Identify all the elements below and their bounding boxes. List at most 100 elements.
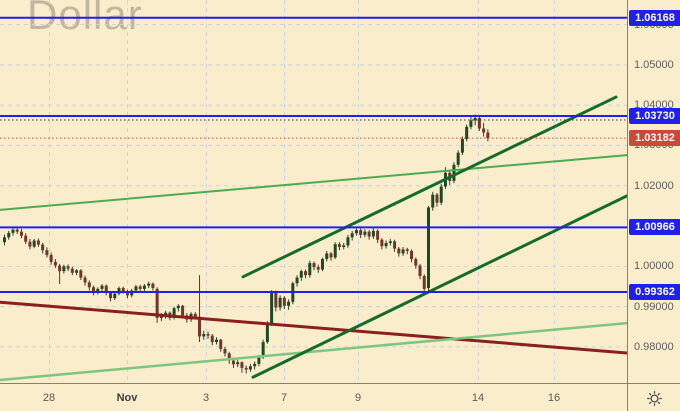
candle-up	[388, 241, 392, 243]
candle-down	[104, 285, 108, 293]
chart-canvas[interactable]	[0, 0, 627, 383]
axis-corner	[627, 383, 680, 411]
level-price-label: 1.06168	[629, 9, 680, 26]
candle-up	[401, 249, 405, 254]
candle-up	[278, 297, 282, 308]
candle-up	[308, 263, 312, 276]
candle-up	[253, 363, 257, 367]
candle-up	[117, 288, 121, 294]
candle-up	[32, 240, 36, 247]
candle-down	[274, 292, 278, 308]
candle-up	[164, 312, 168, 316]
candle-down	[231, 360, 235, 365]
price-tick-label: 0.98000	[634, 340, 674, 353]
settings-sun-icon[interactable]	[646, 390, 663, 407]
candle-down	[312, 263, 316, 268]
candle-down	[244, 367, 248, 370]
candle-down	[19, 231, 23, 236]
level-price-label: 1.00966	[629, 219, 680, 236]
time-tick-label: 14	[471, 392, 485, 404]
candle-up	[350, 233, 354, 238]
candle-down	[58, 265, 62, 272]
candle-up	[333, 244, 337, 258]
candle-up	[202, 334, 206, 337]
price-tick-label: 1.02000	[634, 179, 674, 192]
candle-down	[45, 250, 49, 256]
level-price-label: 0.99362	[629, 284, 680, 301]
candle-up	[215, 339, 218, 343]
candle-up	[3, 237, 6, 243]
trendline[interactable]	[0, 154, 627, 211]
time-tick-label: Nov	[116, 392, 138, 404]
candle-up	[113, 293, 117, 299]
price-tick-label: 1.05000	[634, 58, 674, 71]
candle-down	[393, 241, 397, 249]
candle-up	[261, 342, 265, 357]
candle-up	[7, 232, 11, 238]
candle-up	[75, 270, 79, 273]
candle-down	[92, 287, 96, 293]
candle-down	[482, 128, 486, 133]
time-axis[interactable]: 28 Nov 3 7 9 14 16	[0, 383, 627, 411]
candle-down	[435, 194, 439, 203]
candle-down	[66, 266, 70, 269]
trendline[interactable]	[0, 300, 627, 355]
candle-down	[219, 339, 223, 349]
candle-down	[304, 271, 308, 276]
candle-up	[287, 301, 291, 306]
candle-up	[456, 152, 460, 165]
time-tick-label: 3	[202, 392, 210, 404]
candle-up	[295, 277, 299, 284]
candle-up	[299, 271, 303, 278]
candle-up	[134, 286, 138, 291]
chart-pane[interactable]: Dollar	[0, 0, 627, 383]
trendline[interactable]	[241, 95, 618, 279]
candle-up	[270, 292, 274, 324]
candle-down	[414, 259, 418, 266]
candle-down	[486, 132, 490, 139]
level-price-label: 1.03730	[629, 108, 680, 124]
trendline[interactable]	[0, 321, 627, 382]
candle-up	[142, 285, 146, 289]
time-tick-label: 9	[354, 392, 362, 404]
candle-up	[100, 285, 104, 289]
candle-up	[342, 245, 346, 247]
price-axis[interactable]: 1.060001.050001.040001.030001.020001.000…	[627, 0, 680, 383]
candle-up	[371, 230, 375, 237]
candle-down	[193, 313, 197, 317]
candle-down	[206, 334, 210, 336]
candle-up	[176, 305, 180, 309]
candle-up	[465, 126, 469, 139]
candle-down	[359, 230, 363, 235]
candle-up	[469, 120, 473, 127]
candle-down	[477, 118, 481, 129]
candle-down	[198, 316, 202, 337]
candle-up	[427, 207, 430, 289]
candle-down	[24, 235, 28, 242]
candle-down	[15, 229, 19, 232]
candle-up	[265, 323, 269, 343]
candle-down	[121, 288, 125, 292]
price-tick-label: 0.99000	[634, 300, 674, 313]
candle-down	[367, 231, 371, 237]
candle-up	[147, 283, 151, 286]
current-price-label: 1.03182	[629, 130, 680, 147]
price-tick-label: 1.00000	[634, 260, 674, 273]
candle-down	[380, 239, 384, 247]
candle-up	[96, 288, 100, 293]
candle-down	[83, 277, 87, 283]
candle-down	[41, 244, 45, 251]
candle-down	[329, 253, 333, 258]
candle-up	[11, 229, 15, 233]
candle-up	[325, 253, 329, 260]
candle-down	[337, 244, 341, 247]
trendline[interactable]	[251, 194, 627, 379]
candle-up	[172, 308, 176, 318]
candle-down	[422, 275, 426, 289]
symbol-watermark: Dollar	[27, 0, 143, 38]
candle-up	[236, 362, 240, 365]
time-tick-label: 28	[42, 392, 56, 404]
candle-up	[363, 231, 367, 235]
candle-down	[418, 265, 422, 276]
